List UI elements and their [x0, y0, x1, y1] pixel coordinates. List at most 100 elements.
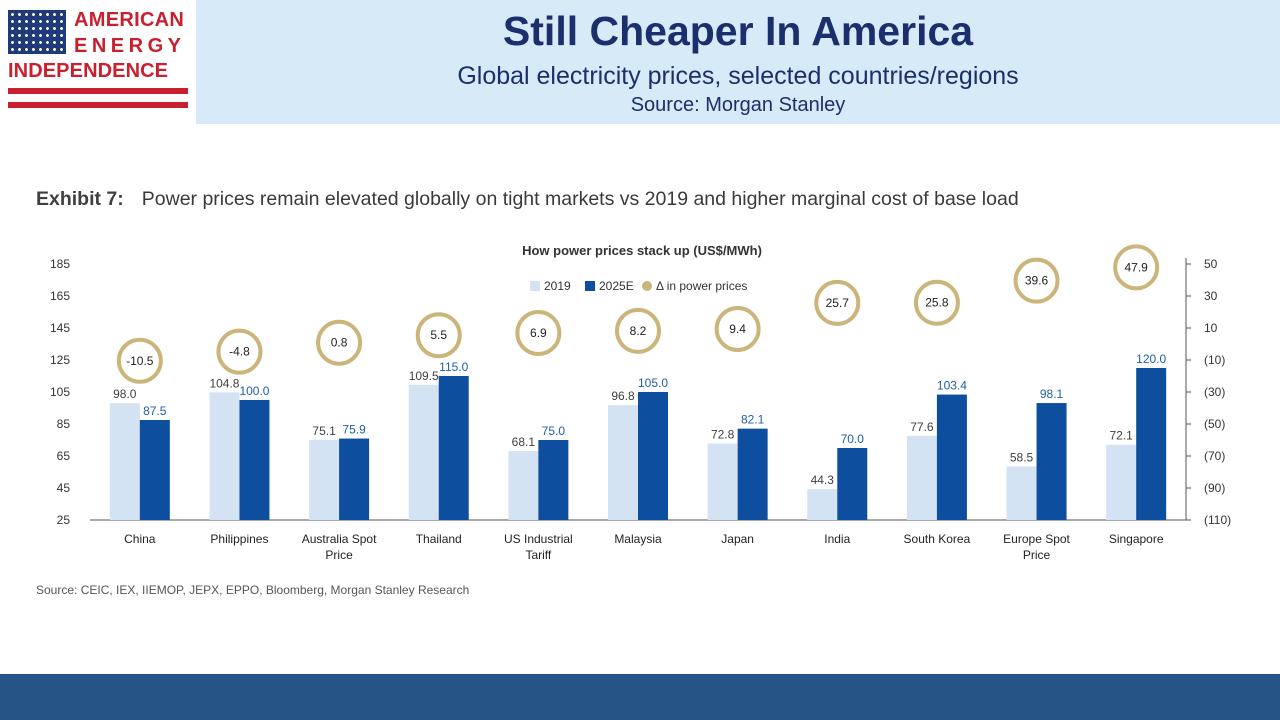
data-label-2019: 44.3 — [811, 473, 835, 487]
bar-2025e — [339, 438, 370, 520]
delta-label: -4.8 — [229, 345, 250, 359]
left-tick-label: 185 — [50, 257, 70, 271]
data-label-2025e: 70.0 — [841, 432, 865, 446]
category-label: Singapore — [1109, 532, 1164, 546]
chart-title: How power prices stack up (US$/MWh) — [522, 243, 762, 258]
data-label-2019: 98.0 — [113, 387, 137, 401]
bar-2019 — [309, 439, 340, 520]
delta-marker — [415, 312, 462, 359]
legend-marker-delta — [642, 281, 652, 291]
footer-band — [0, 674, 1280, 720]
bar-2025e — [1036, 403, 1067, 520]
category-label: Tariff — [525, 548, 551, 562]
legend-swatch-2025e — [585, 281, 595, 291]
bar-2019 — [1106, 444, 1137, 520]
bar-2025e — [239, 400, 270, 520]
data-label-2019: 68.1 — [512, 435, 536, 449]
category-label: India — [824, 532, 850, 546]
category-label: Malaysia — [614, 532, 662, 546]
left-tick-label: 105 — [50, 385, 70, 399]
bar-2025e — [737, 428, 768, 520]
left-tick-label: 65 — [57, 449, 71, 463]
bar-2025e — [139, 420, 170, 520]
delta-label: 47.9 — [1125, 260, 1149, 274]
power-price-chart: How power prices stack up (US$/MWh) 25 45 6… — [50, 243, 1231, 562]
delta-marker — [216, 328, 263, 375]
delta-marker — [814, 279, 861, 326]
delta-marker — [913, 279, 960, 326]
header-banner: Still Cheaper In America Global electric… — [196, 0, 1280, 124]
bar-2025e — [1136, 368, 1167, 520]
right-tick-label: 50 — [1204, 257, 1218, 271]
brand-logo: AMERICAN ENERGY INDEPENDENCE — [0, 0, 196, 124]
right-tick-label: (110) — [1204, 513, 1231, 527]
flag-stripe — [8, 102, 188, 108]
left-tick-label: 125 — [50, 353, 70, 367]
right-tick-label: (90) — [1204, 481, 1225, 495]
data-label-2025e: 115.0 — [439, 360, 468, 374]
bar-2025e — [638, 392, 668, 520]
bar-2025e — [936, 394, 967, 520]
delta-label: 39.6 — [1025, 274, 1049, 288]
bar-2019 — [508, 451, 539, 520]
delta-label: 25.8 — [925, 296, 949, 310]
data-label-2025e: 82.1 — [741, 413, 765, 427]
category-label: US Industrial — [504, 532, 573, 546]
category-label: China — [124, 532, 156, 546]
bar-2019 — [707, 443, 738, 520]
data-label-2019: 109.5 — [409, 369, 439, 383]
data-label-2025e: 105.0 — [638, 376, 668, 390]
left-tick-label: 85 — [57, 417, 71, 431]
delta-marker — [615, 307, 661, 354]
delta-label: 9.4 — [729, 322, 746, 336]
bar-2025e — [837, 448, 868, 520]
data-label-2019: 77.6 — [910, 420, 934, 434]
logo-line-3: INDEPENDENCE — [8, 60, 169, 82]
left-tick-label: 25 — [57, 513, 71, 527]
data-label-2019: 96.8 — [611, 389, 635, 403]
flag-stripe — [8, 88, 188, 94]
category-label: Philippines — [210, 532, 268, 546]
delta-label: 8.2 — [630, 324, 647, 338]
delta-marker — [1113, 244, 1160, 291]
logo-line-2: ENERGY — [74, 35, 186, 57]
data-label-2025e: 75.0 — [542, 424, 566, 438]
bar-2025e — [438, 376, 469, 520]
bar-2019 — [807, 489, 838, 520]
data-label-2025e: 98.1 — [1040, 387, 1064, 401]
data-label-2019: 75.1 — [312, 424, 336, 438]
category-label: Thailand — [416, 532, 462, 546]
chart-source-note: Source: CEIC, IEX, IIEMOP, JEPX, EPPO, B… — [36, 583, 470, 597]
category-label: South Korea — [904, 532, 971, 546]
right-tick-label: (10) — [1204, 353, 1225, 367]
right-tick-label: (30) — [1204, 385, 1225, 399]
data-label-2025e: 100.0 — [239, 384, 269, 398]
logo-line-1: AMERICAN — [74, 9, 185, 31]
header-source: Source: Morgan Stanley — [630, 94, 846, 116]
data-label-2025e: 87.5 — [143, 404, 167, 418]
delta-marker — [515, 309, 562, 356]
left-tick-label: 145 — [50, 321, 70, 335]
category-label: Europe Spot — [1003, 532, 1070, 546]
bar-2025e — [538, 440, 569, 520]
exhibit-caption: Exhibit 7: Power prices remain elevated g… — [36, 188, 1019, 211]
category-label: Australia Spot — [302, 532, 377, 546]
right-tick-label: 10 — [1204, 321, 1218, 335]
left-tick-label: 45 — [57, 481, 71, 495]
legend-label-delta: Δ in power prices — [656, 279, 747, 293]
data-label-2019: 72.1 — [1110, 429, 1134, 443]
data-label-2025e: 75.9 — [342, 423, 366, 437]
bar-2019 — [906, 435, 937, 520]
delta-marker — [714, 305, 761, 352]
category-label: Japan — [721, 532, 754, 546]
data-label-2019: 72.8 — [711, 428, 735, 442]
delta-label: 6.9 — [530, 326, 547, 340]
flag-stars-icon — [8, 10, 66, 54]
bar-2019 — [408, 384, 439, 520]
category-label: Price — [1023, 548, 1051, 562]
page-title: Still Cheaper In America — [502, 8, 974, 54]
legend-label-2019: 2019 — [544, 279, 571, 293]
category-label: Price — [325, 548, 353, 562]
bar-2019 — [608, 405, 638, 520]
bar-2019 — [209, 392, 240, 520]
